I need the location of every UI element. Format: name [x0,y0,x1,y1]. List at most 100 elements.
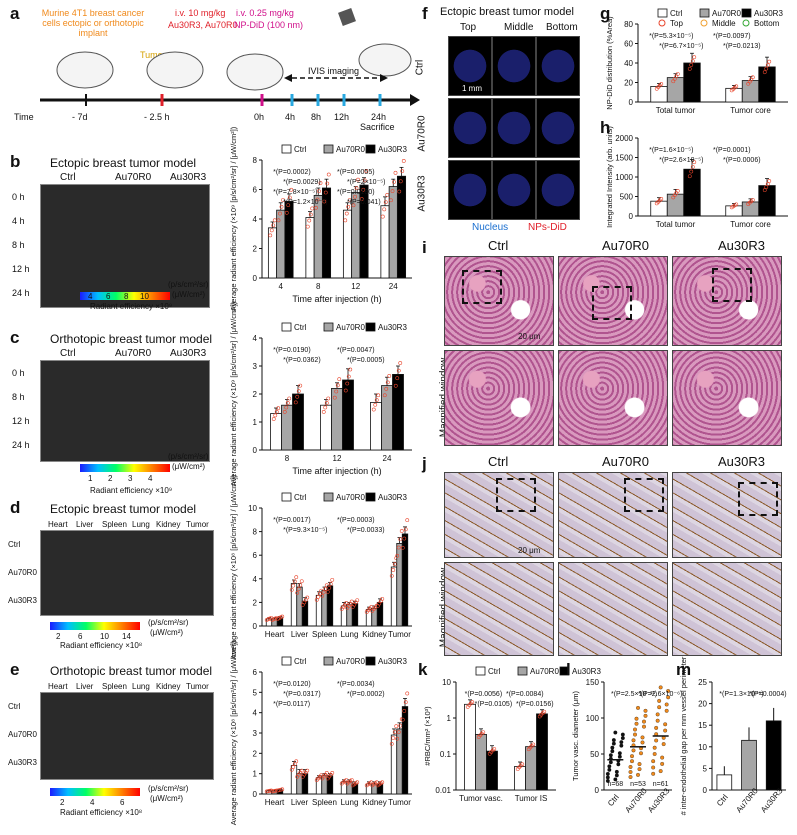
e-chart-pt-4-1-1 [371,782,376,787]
i-col-ctrl: Ctrl [488,238,509,253]
e-chart-bar-4-0 [365,783,373,795]
c-cb-tick-0: 1 [88,474,93,483]
e-cb-tick-2: 6 [120,798,125,807]
b-chart-bar-2-2 [359,184,369,279]
i-img-au70 [558,256,668,346]
b-chart-xtick-label-3: 24 [389,282,398,291]
timepoint-1: - 7d [72,112,88,122]
c-chart-bar-1-0 [320,404,332,451]
d-row-2: Au30R3 [8,596,37,605]
d-chart-pt-2-2-3 [330,577,335,582]
e-chart-pt-2-0-1 [316,776,321,781]
panel-label-c: c [10,328,20,347]
d-chart-pt-3-2-0 [350,605,355,609]
k-chart-pt-1-0-2 [518,763,523,768]
d-chart-bar-1-2 [301,600,309,627]
panel-c: c Orthotopic breast tumor model Ctrl Au7… [0,328,220,483]
d-chart-legend-label-1: Au70R0 [336,493,365,502]
l-chart-pt-0-7 [610,749,615,754]
h-chart-bar-1-0 [725,205,743,217]
e-cb-label: Radiant efficiency ×10⁸ [60,808,143,817]
c-chart-pt-2-2-3 [398,361,403,365]
e-chart-pt-2-0-0 [314,778,319,783]
h-chart-pt-0-2-1 [689,169,694,174]
l-chart-pt-2-7 [655,718,660,723]
d-row-0: Ctrl [8,540,21,549]
d-chart-legend-label-0: Ctrl [294,493,307,502]
k-chart-pt-0-0-2 [468,701,473,706]
l-chart-pt-1-12 [631,743,636,748]
e-chart-pt-5-0-0 [389,741,394,746]
b-chart-bar-2-0 [342,209,353,279]
l-chart-pt-2-6 [652,752,657,756]
i-scale-bar: 20 μm [518,332,541,341]
c-col-au30: Au30R3 [170,348,207,359]
e-chart-pt-1-2-1 [302,772,307,777]
h-chart-pt-0-1-3 [675,188,680,193]
b-row-3: 12 h [12,264,30,274]
d-chart-ytick-label-1: 2 [253,598,258,607]
b-chart-bar-0-1 [276,209,286,279]
g-chart-pt-0-2-0 [687,66,692,71]
e-cb-tick-0: 2 [60,798,65,807]
l-chart-pt-2-5 [666,695,671,700]
g-chart-ptlegend-label-0: Top [670,19,683,28]
d-chart-bar-3-2 [351,603,359,627]
g-chart-legend-label-1: Au70R0 [712,9,741,18]
e-chart-pt-4-1-3 [374,780,379,785]
e-chart-pt-0-2-2 [278,787,283,792]
d-chart-bar-5-2 [401,533,409,627]
l-chart-pt-0-0 [605,778,610,783]
g-chart-pt-0-0-3 [659,82,664,86]
e-chart-pt-4-0-2 [367,781,372,786]
l-chart-pt-1-10 [642,724,646,729]
h-chart-pt-1-0-0 [729,205,734,210]
e-chart-pt-3-2-1 [352,782,357,787]
l-chart-pt-0-8 [613,730,618,735]
g-chart-annot-2: *(P=6.7×10⁻⁵) [659,43,703,50]
e-chart-bar-5-0 [390,734,398,795]
l-chart-pt-1-3 [637,767,642,772]
b-row-4: 24 h [12,288,30,298]
e-chart-pt-1-0-3 [294,759,299,764]
b-row-0: 0 h [12,192,25,202]
b-chart-pt-2-1-1 [353,194,357,199]
e-chart-pt-0-2-0 [275,788,280,793]
g-chart-pt-0-1-0 [671,79,676,84]
k-chart-legend-label-1: Au70R0 [530,667,559,676]
b-chart-pt-0-1-1 [278,211,282,216]
b-cb-unit2: (μW/cm²) [172,290,206,299]
k-chart-ytick-label-0: 0.01 [435,786,451,795]
d-chart-ylabel: Average radiant efficiency (×10⁸ [p/s/cm… [229,474,238,659]
d-organ-1: Liver [76,520,94,529]
d-chart-pt-5-2-0 [400,545,405,550]
panel-label-h: h [600,118,611,137]
d-chart-pt-5-0-0 [389,573,394,578]
e-chart-pt-1-2-3 [305,768,310,773]
d-organ-3: Lung [132,520,150,529]
c-chart-pt-2-0-1 [373,402,378,407]
h-chart-annot-3: *(P=0.0006) [723,157,761,164]
c-chart-ytick-label-2: 2 [253,390,258,399]
d-cb-unit1: (p/s/cm²/sr) [148,618,189,627]
k-chart-ytick-label-1: 0.1 [440,750,452,759]
colorbar-b [80,292,170,300]
c-chart-xtick-label-2: 24 [383,454,392,463]
c-chart-ytick-label-1: 1 [253,418,258,427]
b-cb-tick-3: 10 [140,292,149,301]
k-chart-legend-label-0: Ctrl [488,667,501,676]
e-chart-pt-3-1-2 [348,779,353,784]
e-organ-3: Lung [132,682,150,691]
d-chart-pt-2-1-2 [323,586,328,591]
e-chart-pt-1-2-0 [300,774,305,779]
l-chart-pt-0-16 [620,732,625,737]
l-chart-xtick-label-2: Au30R3 [646,786,672,814]
k-chart-annot-1: *(P=0.0084) [506,691,544,698]
k-chart-ytick-label-2: 1 [447,714,452,723]
d-chart-pt-5-2-3 [405,518,410,523]
g-chart-legend-swatch-0 [657,8,668,18]
e-chart-pt-5-1-2 [398,723,403,728]
b-chart-pt-0-2-1 [286,203,291,208]
g-chart-pt-0-2-2 [690,59,695,63]
d-chart-pt-4-0-3 [369,605,374,609]
